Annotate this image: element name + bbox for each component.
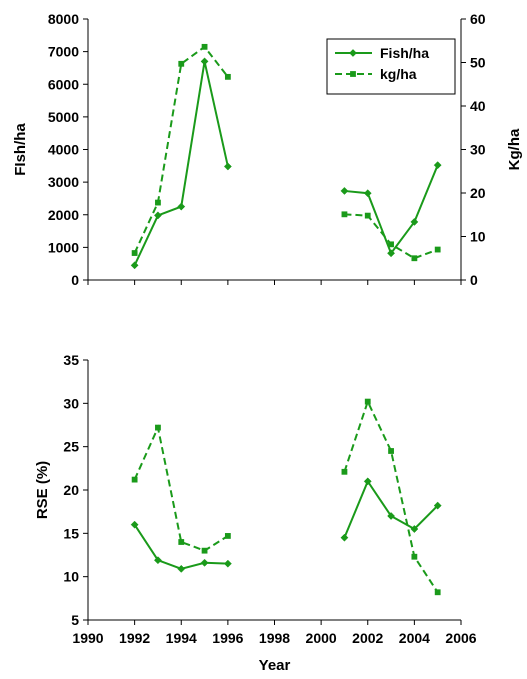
y2-tick-label: 0 [470, 272, 478, 288]
x-tick-label: 1992 [119, 630, 150, 646]
series-line [133, 424, 229, 552]
data-point [364, 212, 371, 219]
y-tick-label: 5000 [48, 109, 79, 125]
series-line [344, 164, 439, 256]
data-point [131, 250, 138, 256]
series-solid [130, 477, 442, 573]
data-point [388, 241, 394, 248]
x-tick-label: 1996 [212, 630, 243, 646]
series-solid [130, 57, 442, 270]
data-point [224, 533, 231, 539]
data-point [411, 553, 418, 560]
bottom-panel: 5 10 15 20 25 30 35 1990 1992 1994 1996 1998 2000 200… [34, 352, 477, 674]
data-point [340, 533, 349, 542]
y-tick-label: 3000 [48, 174, 79, 190]
y2-tick-label: 50 [470, 55, 486, 71]
data-point [434, 589, 441, 596]
legend-marker [349, 49, 357, 57]
data-point [201, 547, 208, 554]
y-tick-label: 20 [63, 482, 79, 498]
data-point [410, 525, 419, 533]
x-tick-label: 1994 [166, 630, 197, 646]
data-point [340, 186, 349, 195]
data-point [155, 199, 161, 206]
series-line [343, 398, 439, 593]
legend-label: kg/ha [380, 66, 417, 82]
y-tick-label: 6000 [48, 76, 79, 92]
data-point [410, 217, 419, 226]
y2-tick-label: 60 [470, 11, 486, 27]
x-tick-label: 2002 [352, 630, 383, 646]
y2-tick-label: 40 [470, 98, 486, 114]
data-point [434, 246, 441, 253]
series-line [343, 479, 439, 539]
data-point [223, 162, 232, 171]
series-dashed [131, 43, 441, 262]
data-point [364, 398, 371, 405]
x-axis-title: Year [259, 657, 291, 674]
legend-box [326, 38, 456, 95]
y-tick-label: 4000 [48, 142, 79, 158]
x-tick-label: 1990 [72, 630, 103, 646]
x-tick-label: 2006 [445, 630, 476, 646]
data-point [201, 43, 208, 50]
data-point [387, 249, 396, 258]
series-line [133, 45, 229, 254]
data-point [130, 261, 139, 270]
x-tick-label: 2004 [399, 630, 430, 646]
y-tick-label: 30 [63, 395, 79, 411]
y2-tick-label: 10 [470, 229, 486, 245]
y-axis-title: FIsh/ha [12, 123, 29, 176]
data-point [177, 202, 186, 211]
data-point [223, 559, 232, 568]
data-point [224, 73, 231, 80]
data-point [153, 556, 162, 565]
data-point [153, 211, 162, 220]
data-point [177, 564, 186, 573]
legend-label: Fish/ha [380, 45, 429, 61]
y2-axis-title: Kg/ha [506, 128, 523, 170]
series-line [133, 61, 229, 266]
series-dashed [131, 398, 441, 596]
data-point [130, 520, 139, 529]
data-point [200, 57, 209, 66]
series-line [133, 524, 228, 570]
data-point [363, 477, 372, 486]
data-point [433, 161, 442, 170]
y-tick-label: 10 [63, 569, 79, 585]
y-tick-label: 2000 [48, 207, 79, 223]
y2-tick-label: 20 [470, 185, 486, 201]
y-tick-label: 7000 [48, 44, 79, 60]
data-point [433, 501, 442, 510]
legend-marker [350, 71, 356, 77]
y-tick-label: 0 [71, 272, 79, 288]
data-point [341, 468, 348, 475]
y-tick-label: 5 [71, 612, 79, 628]
top-panel: 0 1000 2000 3000 4000 5000 6000 7000 8000 0 10 20 30… [12, 11, 523, 288]
data-point [388, 448, 394, 454]
data-point [178, 60, 185, 67]
data-point [131, 476, 138, 483]
data-point [178, 539, 185, 545]
y-axis-title: RSE (%) [34, 461, 51, 519]
data-point [200, 558, 209, 567]
x-tick-label: 2000 [306, 630, 337, 646]
legend: Fish/ha kg/ha [326, 38, 456, 95]
y-tick-label: 25 [63, 439, 79, 455]
y-tick-label: 8000 [48, 11, 79, 27]
x-tick-label: 1998 [259, 630, 290, 646]
data-point [341, 211, 348, 218]
data-point [411, 255, 418, 262]
data-point [155, 424, 161, 431]
y-tick-label: 1000 [48, 239, 79, 255]
data-point [363, 189, 372, 198]
y2-tick-label: 30 [470, 142, 486, 158]
y-tick-label: 35 [63, 352, 79, 368]
data-point [387, 512, 396, 520]
y-tick-label: 15 [63, 525, 79, 541]
